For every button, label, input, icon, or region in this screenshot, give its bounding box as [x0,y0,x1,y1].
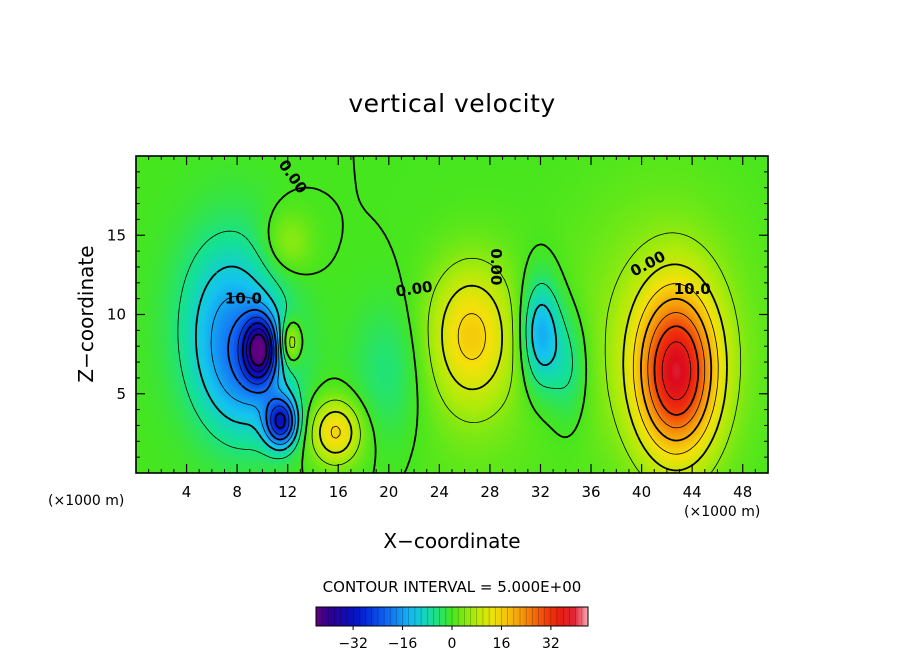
colorbar-tick-label-1: −16 [388,636,418,652]
colorbar: −32 −16 0 16 32 [315,606,589,652]
contour-level-neg10 [195,265,558,452]
z-tick-label-10: 10 [107,306,126,324]
contour-level-neg30 [241,322,286,430]
contour-level-neg5 [177,230,573,460]
contour-level-20 [640,297,713,442]
contour-lines [177,156,742,473]
x-axis-title: X−coordinate [383,529,520,553]
contour-level-0 [267,156,588,473]
contour-level-35 [661,341,692,401]
contour-label-1: 10.0 [225,290,262,308]
contour-level-neg35 [246,328,270,373]
contour-interval-label: CONTOUR INTERVAL = 5.000E+00 [323,578,582,596]
x-tick-label-8: 8 [232,483,242,501]
z-tick-label-15: 15 [107,226,126,244]
x-tick-label-24: 24 [430,483,449,501]
contour-label-2: 0.00 [395,278,434,301]
contour-level-25 [647,312,706,429]
x-axis-ticks: 4 8 12 16 20 24 28 32 36 40 44 48 [148,156,756,501]
x-axis-unit-left: (×1000 m) [48,493,124,509]
contour-label-5: 10.0 [674,280,711,298]
x-tick-label-48: 48 [733,483,752,501]
contour-level-neg40 [249,333,268,367]
chart-title: vertical velocity [348,89,555,118]
colorbar-tick-label-0: −32 [338,636,368,652]
contour-level-10 [319,263,728,472]
x-tick-label-40: 40 [632,483,651,501]
velocity-heatmap [136,156,768,473]
colorbar-tick-label-2: 0 [448,636,457,652]
colorbar-tick-label-4: 32 [542,636,560,652]
colorbar-fill [316,607,588,626]
colorbar-bands [321,607,583,626]
x-tick-label-36: 36 [581,483,600,501]
contour-level-5 [289,232,742,473]
contour-level-neg15 [210,295,296,445]
contour-level-30 [653,325,700,416]
colorbar-ticks: −32 −16 0 16 32 [338,626,560,652]
contour-level-15 [330,283,719,455]
x-axis-unit-right: (×1000 m) [684,504,760,520]
contour-label-3: 0.00 [487,248,505,285]
x-tick-label-4: 4 [182,483,192,501]
x-tick-label-12: 12 [278,483,297,501]
contour-level-neg25 [237,316,290,435]
x-tick-label-16: 16 [329,483,348,501]
x-tick-label-32: 32 [531,483,550,501]
x-tick-label-20: 20 [379,483,398,501]
x-tick-label-44: 44 [683,483,702,501]
z-axis-title: Z−coordinate [74,245,98,382]
z-tick-label-5: 5 [116,385,126,403]
z-axis-ticks: 5 10 15 [107,171,768,458]
x-tick-label-28: 28 [480,483,499,501]
contour-level-neg20 [227,308,294,441]
colorbar-tick-label-3: 16 [493,636,511,652]
